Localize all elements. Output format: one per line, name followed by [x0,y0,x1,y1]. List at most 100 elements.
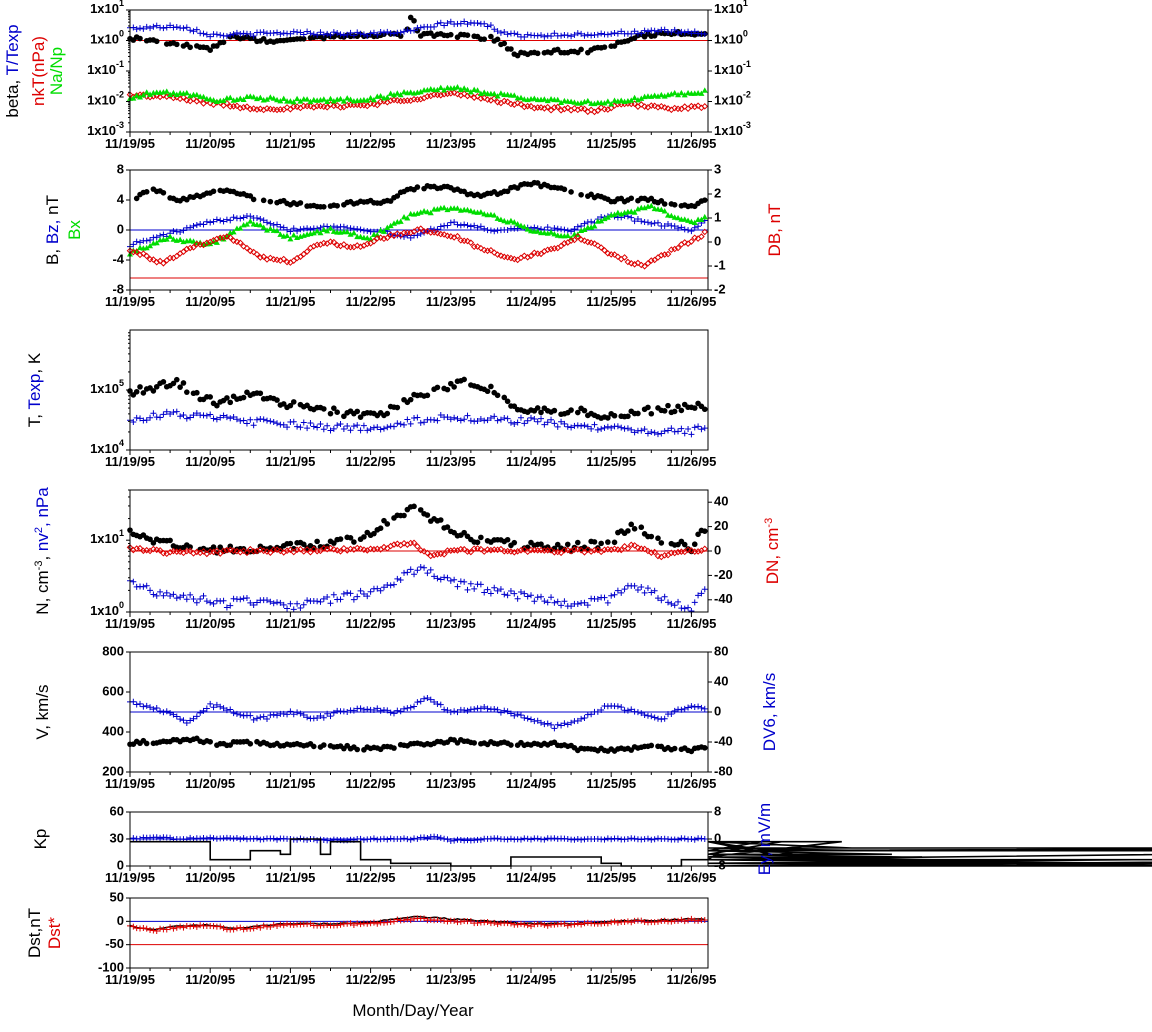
data-point [554,96,561,103]
data-point [675,917,682,924]
data-point [314,837,321,844]
data-point [377,707,384,714]
data-point [507,217,514,224]
data-point [167,410,174,417]
data-point [618,589,625,596]
y-tick-label: 0 [117,857,124,872]
data-point [638,524,645,531]
data-point [504,836,511,843]
data-point [621,543,628,550]
data-point [153,239,160,246]
data-point [594,107,602,114]
data-point [551,225,558,232]
plot-frame [129,329,709,451]
data-point [457,86,464,93]
data-point [574,30,581,37]
data-point [401,917,408,924]
data-point [340,98,347,104]
data-point [675,428,682,435]
data-point [454,221,461,228]
data-point [387,222,394,229]
data-point [411,835,418,842]
data-point [153,705,160,712]
series-B [133,179,708,210]
data-point [290,418,297,425]
y2-tick-label: 3 [714,161,721,176]
data-point [340,590,347,597]
data-point [464,586,471,593]
data-point [253,250,261,258]
data-point [320,544,328,552]
data-point [597,104,605,111]
data-point [510,548,518,556]
data-point [538,32,545,39]
data-point [548,416,555,423]
y-axis-title: T, Texp, K [25,352,44,427]
data-point [186,547,194,555]
data-point [521,420,528,427]
data-point [380,235,388,243]
data-point [314,31,321,38]
data-point [695,592,702,599]
data-point [497,90,504,96]
data-point [370,29,377,36]
data-point [180,380,187,386]
data-point [240,214,247,221]
data-point [654,104,662,111]
data-point [130,95,137,101]
data-point [323,103,331,111]
data-point [664,105,672,112]
data-point [611,539,618,546]
data-point [624,213,631,220]
data-point [524,922,531,929]
y2-axis-title: DV6, km/s [760,673,779,751]
y-axis-title: B, Bz, nT [43,195,62,265]
data-point [150,591,157,598]
data-point [240,243,247,250]
data-point [508,742,514,748]
data-point [280,401,287,407]
series-T/Texp [127,18,708,40]
data-point [628,97,635,103]
data-point [337,548,344,555]
data-point [317,598,324,605]
data-point [494,215,501,221]
x-tick-label: 11/26/95 [666,136,716,151]
data-point [257,714,264,721]
data-point [524,715,531,722]
data-point [447,90,455,97]
data-point [390,710,397,717]
data-point [197,709,204,716]
data-point [344,31,351,38]
data-point [464,412,471,419]
data-point [451,917,458,924]
data-point [337,536,344,542]
data-point [668,28,675,35]
data-point [668,600,675,607]
data-point [317,229,324,236]
x-tick-label: 11/21/95 [265,870,315,885]
data-point [494,251,501,258]
data-point [444,836,451,843]
data-point [173,23,180,30]
data-point [517,712,524,719]
data-point [133,26,140,33]
data-point [437,412,444,419]
x-tick-label: 11/26/95 [666,776,716,791]
data-point [280,421,287,428]
data-point [180,411,187,418]
data-point [471,585,478,592]
series-Na/Np [127,84,708,107]
data-point [631,218,638,225]
series-DN [126,539,709,561]
data-point [574,717,581,724]
data-point [173,252,181,260]
data-point [598,217,605,224]
data-point [564,546,572,554]
data-point [581,715,588,722]
data-point [227,399,234,406]
data-point [377,426,384,433]
data-point [661,208,668,214]
data-point [517,589,524,596]
data-point [187,544,193,550]
